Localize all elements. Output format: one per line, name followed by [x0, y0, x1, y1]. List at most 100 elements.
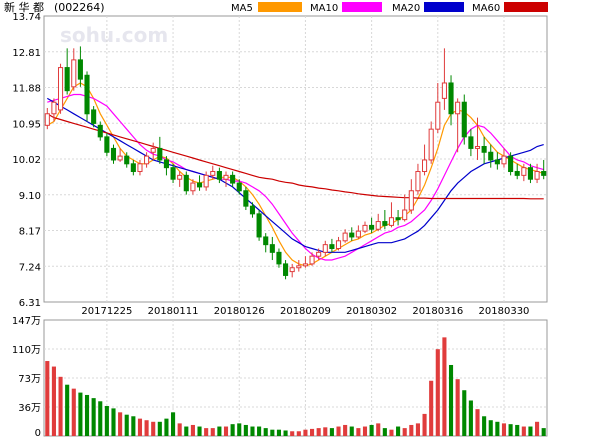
candle-body	[84, 74, 90, 115]
candle-body	[216, 171, 222, 180]
volume-bar	[501, 423, 507, 436]
candle	[91, 106, 97, 128]
volume-bar	[541, 428, 546, 436]
candle-body	[236, 182, 242, 192]
volume-bar	[197, 426, 202, 436]
volume-bar	[184, 426, 189, 436]
volume-bar	[521, 426, 526, 436]
volume-bar	[137, 418, 143, 436]
candle	[196, 175, 203, 191]
volume-bar	[230, 424, 235, 436]
candle	[441, 48, 447, 110]
series-line-ma10	[47, 93, 544, 261]
candle	[263, 233, 269, 253]
y-tick-label: 7.24	[19, 262, 41, 273]
candle	[375, 213, 381, 232]
candle	[283, 260, 289, 280]
legend-swatch	[342, 2, 382, 12]
volume-bar	[104, 406, 109, 436]
candle	[163, 156, 169, 176]
volume-bar	[257, 426, 262, 436]
volume-bar	[402, 428, 407, 436]
candle	[302, 256, 308, 268]
volume-bar	[389, 429, 394, 436]
candle	[329, 238, 335, 253]
candle	[428, 121, 434, 164]
candle-body	[137, 163, 143, 173]
volume-bar	[164, 418, 169, 436]
volume-bar	[495, 421, 500, 436]
legend-item-ma5: MA5	[231, 2, 302, 14]
candle	[474, 117, 481, 160]
volume-bar	[343, 424, 348, 436]
legend-label: MA20	[392, 3, 420, 14]
candle-body	[110, 147, 117, 161]
candle	[210, 165, 216, 180]
volume-bar	[84, 394, 90, 436]
volume-bar	[45, 361, 50, 436]
chart-title: 新 华 都	[4, 0, 44, 14]
candle	[468, 129, 474, 157]
candle	[51, 98, 57, 122]
x-tick-label: 20171225	[81, 306, 132, 317]
volume-bar	[422, 413, 427, 436]
volume-bar	[144, 420, 149, 436]
candle-body	[382, 221, 388, 226]
volume-bar	[210, 428, 215, 436]
y-tick-label: 10.95	[12, 119, 41, 130]
volume-bar	[362, 426, 368, 436]
volume-bar	[263, 428, 268, 436]
volume-bar	[243, 424, 248, 436]
candle-body	[44, 113, 50, 126]
x-tick-label: 20180316	[412, 306, 463, 317]
candle	[395, 210, 401, 226]
candle	[44, 107, 50, 130]
volume-bar	[190, 424, 195, 436]
candle-body	[256, 213, 262, 238]
volume-bar	[316, 428, 321, 436]
candle	[104, 133, 110, 157]
candle	[216, 167, 222, 184]
x-tick-label: 20180302	[346, 306, 397, 317]
candle	[415, 163, 421, 195]
candle-body	[104, 136, 110, 153]
volume-bar	[356, 428, 361, 436]
volume-bar	[250, 426, 255, 436]
candle-body	[474, 145, 481, 149]
candle	[534, 163, 540, 184]
candle	[508, 152, 514, 176]
volume-bar	[329, 428, 334, 436]
volume-bar	[204, 428, 209, 436]
volume-bar	[303, 429, 308, 436]
volume-bar	[91, 398, 96, 436]
candle	[521, 163, 527, 182]
candle	[355, 225, 361, 239]
legend-item-ma20: MA20	[392, 2, 464, 14]
volume-bar	[475, 409, 480, 436]
price-panel: 13.74 12.81 11.88 10.95 10.02 9.10 8.17 7.24 6.3…	[12, 12, 548, 317]
volume-bar	[71, 388, 76, 436]
legend-label: MA10	[310, 3, 338, 14]
candle	[249, 202, 256, 218]
candle	[84, 71, 90, 122]
candle	[256, 210, 262, 241]
candle-body	[527, 167, 534, 180]
candlesticks	[44, 46, 547, 280]
volume-bar	[131, 416, 136, 436]
volume-bar	[118, 412, 123, 436]
volume-bar	[171, 412, 176, 436]
legend-item-ma60: MA60	[472, 2, 548, 14]
candle-body	[342, 232, 348, 242]
candle	[269, 236, 275, 261]
volume-bar	[448, 364, 454, 436]
volume-y-axis: 147万 110万 73万 36万 0	[12, 316, 41, 439]
candle-body	[302, 263, 308, 267]
candle-body	[501, 155, 507, 165]
candle	[349, 227, 355, 241]
candle	[408, 179, 414, 214]
x-tick-label: 20180126	[214, 306, 265, 317]
volume-bar	[462, 390, 467, 436]
volume-bars	[45, 337, 546, 436]
